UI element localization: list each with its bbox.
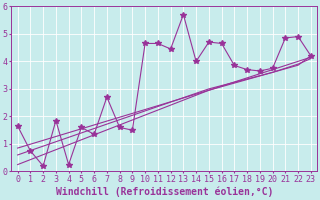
X-axis label: Windchill (Refroidissement éolien,°C): Windchill (Refroidissement éolien,°C) xyxy=(56,187,273,197)
